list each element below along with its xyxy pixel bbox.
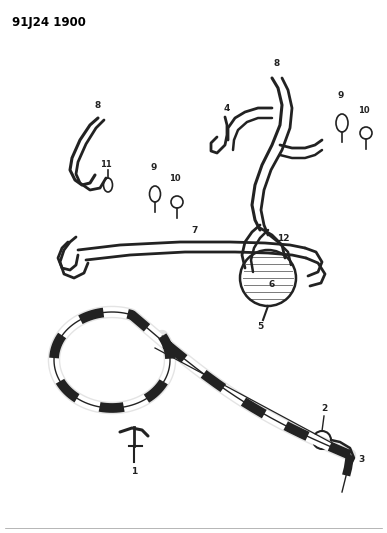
Text: 7: 7 bbox=[192, 226, 198, 235]
Text: 1: 1 bbox=[131, 467, 137, 476]
Text: 91J24 1900: 91J24 1900 bbox=[12, 16, 86, 29]
Text: 8: 8 bbox=[95, 101, 101, 110]
Text: 2: 2 bbox=[321, 404, 327, 413]
Text: 12: 12 bbox=[277, 234, 289, 243]
Text: 11: 11 bbox=[100, 160, 112, 169]
Text: 9: 9 bbox=[338, 91, 344, 100]
Text: 10: 10 bbox=[358, 106, 370, 115]
Text: 10: 10 bbox=[169, 174, 181, 183]
Text: 4: 4 bbox=[224, 104, 230, 113]
Text: 8: 8 bbox=[274, 59, 280, 68]
Text: 9: 9 bbox=[151, 163, 157, 172]
Text: 3: 3 bbox=[358, 456, 364, 464]
Text: 5: 5 bbox=[257, 322, 263, 331]
Text: 6: 6 bbox=[269, 280, 275, 289]
